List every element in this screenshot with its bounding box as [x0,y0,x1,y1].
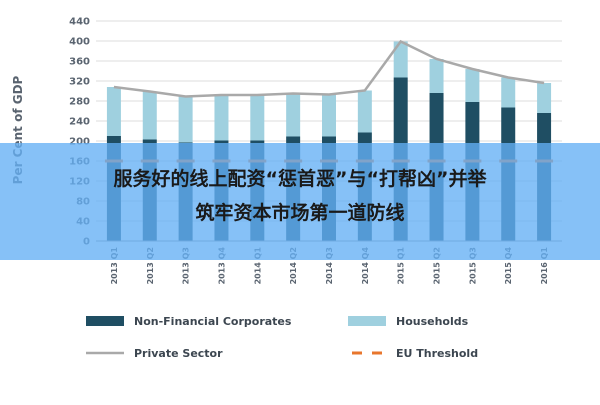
legend-label: Private Sector [134,347,223,360]
x-tick-label: 2014 Q3 [325,247,334,284]
bar-households [465,69,480,102]
legend-item: Private Sector [86,347,223,360]
y-tick-label: 320 [69,77,90,88]
overlay-banner-text: 服务好的线上配资“惩首恶”与“打帮凶”并举 筑牢资本市场第一道防线 [24,162,576,230]
x-tick-label: 2013 Q4 [217,247,226,285]
bar-households [214,95,229,141]
overlay-line-1: 服务好的线上配资“惩首恶”与“打帮凶”并举 [113,168,487,190]
private-sector-line [113,39,545,98]
legend-swatch [86,316,124,326]
x-tick-label: 2015 Q4 [504,247,513,285]
legend-item: Households [348,315,469,328]
y-tick-label: 200 [69,137,90,148]
y-tick-label: 440 [69,17,90,28]
bar-households [537,83,552,113]
bar-households [393,41,408,78]
x-tick-label: 2013 Q1 [110,247,119,285]
legend-item: Non-Financial Corporates [86,315,292,328]
x-tick-label: 2015 Q2 [433,247,442,284]
bar-households [322,94,336,137]
y-tick-label: 240 [69,117,90,128]
legend-label: Households [396,315,469,328]
x-tick-label: 2015 Q3 [468,247,477,284]
y-tick-label: 280 [69,97,90,108]
bar-households [178,96,193,143]
legend-swatch [348,316,386,326]
bar-households [250,95,265,141]
x-tick-label: 2014 Q4 [361,247,370,285]
legend-item: EU Threshold [352,347,478,360]
bar-households [501,77,516,108]
overlay-banner [0,143,600,260]
x-tick-label: 2013 Q3 [182,247,191,284]
bar-households [429,59,444,93]
y-tick-label: 360 [69,57,90,68]
overlay-line-2: 筑牢资本市场第一道防线 [195,202,405,224]
legend-label: Non-Financial Corporates [134,315,292,328]
bar-households [357,90,372,133]
bar-households [286,93,301,137]
bar-households [106,87,121,136]
bar-households [142,91,157,140]
x-tick-label: 2015 Q1 [397,247,406,285]
y-tick-label: 400 [69,37,90,48]
x-tick-label: 2016 Q1 [540,247,549,285]
x-tick-label: 2014 Q1 [253,247,262,285]
x-tick-label: 2014 Q2 [289,247,298,284]
x-tick-label: 2013 Q2 [146,247,155,284]
legend-label: EU Threshold [396,347,478,360]
